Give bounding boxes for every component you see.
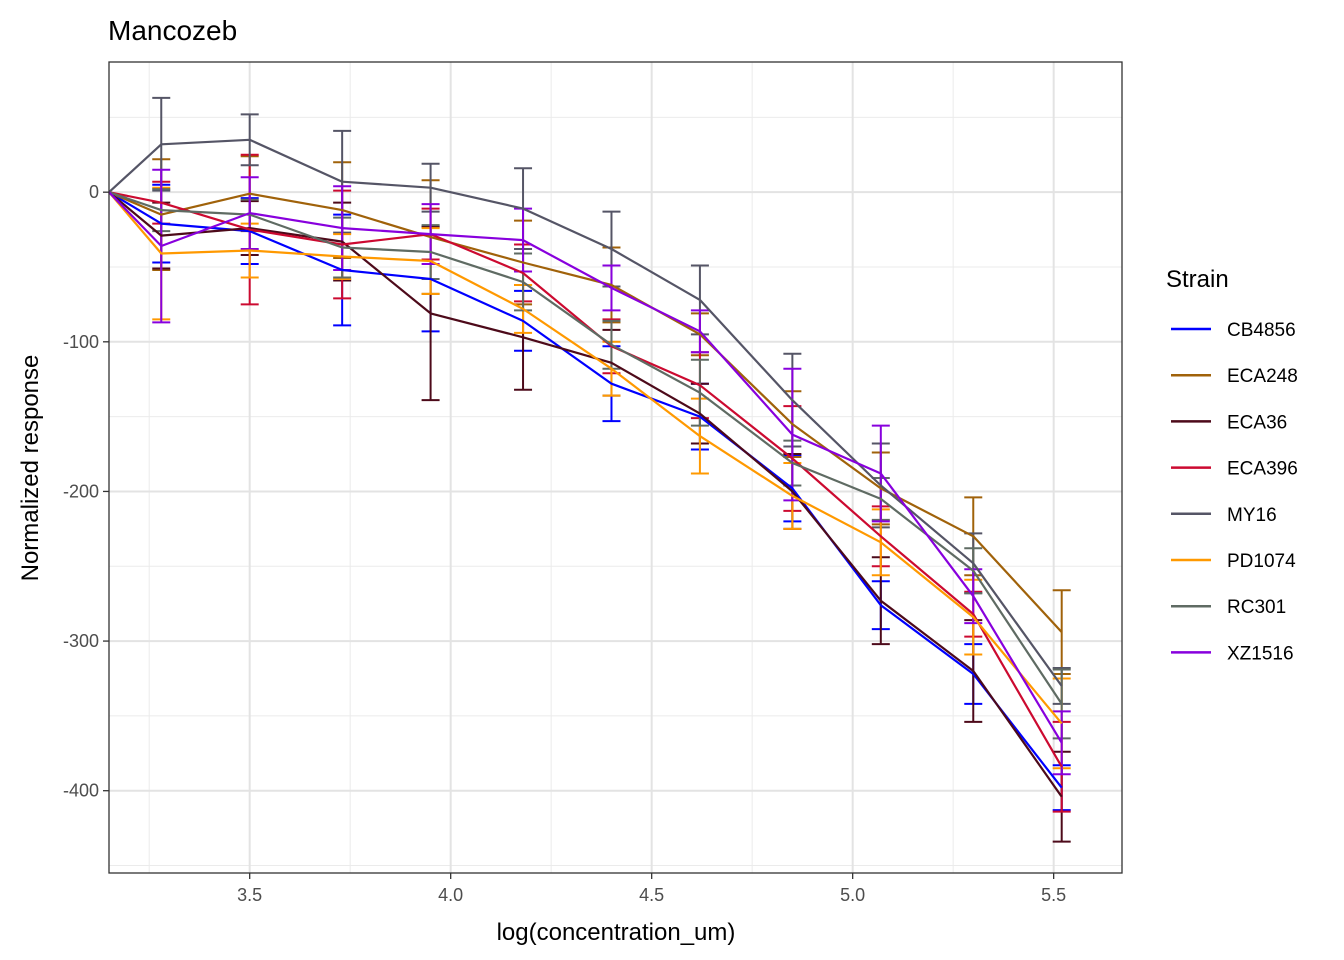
legend-label: ECA396 (1227, 459, 1298, 480)
legend-label: MY16 (1227, 505, 1277, 526)
legend-label: CB4856 (1227, 320, 1296, 341)
series-line-ECA396 (108, 191, 1063, 768)
series-line-RC301 (108, 191, 1063, 705)
x-axis: 3.5 4.0 4.5 5.0 5.5 (237, 873, 1066, 905)
series-line-ECA36 (108, 191, 1063, 798)
x-tick-label: 5.5 (1041, 885, 1066, 905)
y-tick-label: 0 (89, 182, 99, 202)
legend-label: PD1074 (1227, 551, 1296, 572)
legend-item-CB4856: CB4856 (1171, 320, 1296, 341)
legend-item-XZ1516: XZ1516 (1171, 643, 1294, 664)
series-line-ECA248 (108, 191, 1063, 633)
y-tick-label: -100 (63, 332, 99, 352)
legend-item-ECA248: ECA248 (1171, 366, 1298, 387)
legend-item-ECA36: ECA36 (1171, 412, 1287, 433)
legend-label: XZ1516 (1227, 643, 1294, 664)
x-tick-label: 3.5 (237, 885, 262, 905)
legend-items: CB4856 ECA248 ECA36 ECA396 MY16 PD1074 RC301 XZ… (1171, 320, 1298, 664)
legend-item-ECA396: ECA396 (1171, 459, 1298, 480)
series-line-PD1074 (108, 191, 1063, 725)
x-tick-label: 5.0 (840, 885, 865, 905)
y-axis: 0 -100 -200 -300 -400 (63, 182, 109, 801)
plot-border (108, 61, 1123, 874)
legend-item-PD1074: PD1074 (1171, 551, 1296, 572)
plot-background (109, 62, 1122, 873)
legend-label: RC301 (1227, 597, 1286, 618)
legend-item-RC301: RC301 (1171, 597, 1286, 618)
x-tick-label: 4.5 (639, 885, 664, 905)
y-axis-title: Normalized response (17, 355, 44, 582)
grid-minor (109, 62, 1122, 873)
legend: Strain CB4856 ECA248 ECA36 ECA396 MY16 PD1074… (1166, 266, 1298, 664)
series-line-MY16 (108, 138, 1063, 687)
series-line-XZ1516 (108, 191, 1063, 744)
y-tick-label: -300 (63, 631, 99, 651)
x-axis-title: log(concentration_um) (497, 919, 736, 946)
chart-title: Mancozeb (108, 15, 237, 46)
legend-item-MY16: MY16 (1171, 505, 1277, 526)
x-tick-label: 4.0 (438, 885, 463, 905)
plot-panel (108, 61, 1123, 874)
legend-label: ECA248 (1227, 366, 1298, 387)
legend-label: ECA36 (1227, 412, 1287, 433)
legend-title: Strain (1166, 266, 1229, 293)
y-tick-label: -200 (63, 481, 99, 501)
series-lines (108, 138, 1063, 798)
y-tick-label: -400 (63, 781, 99, 801)
